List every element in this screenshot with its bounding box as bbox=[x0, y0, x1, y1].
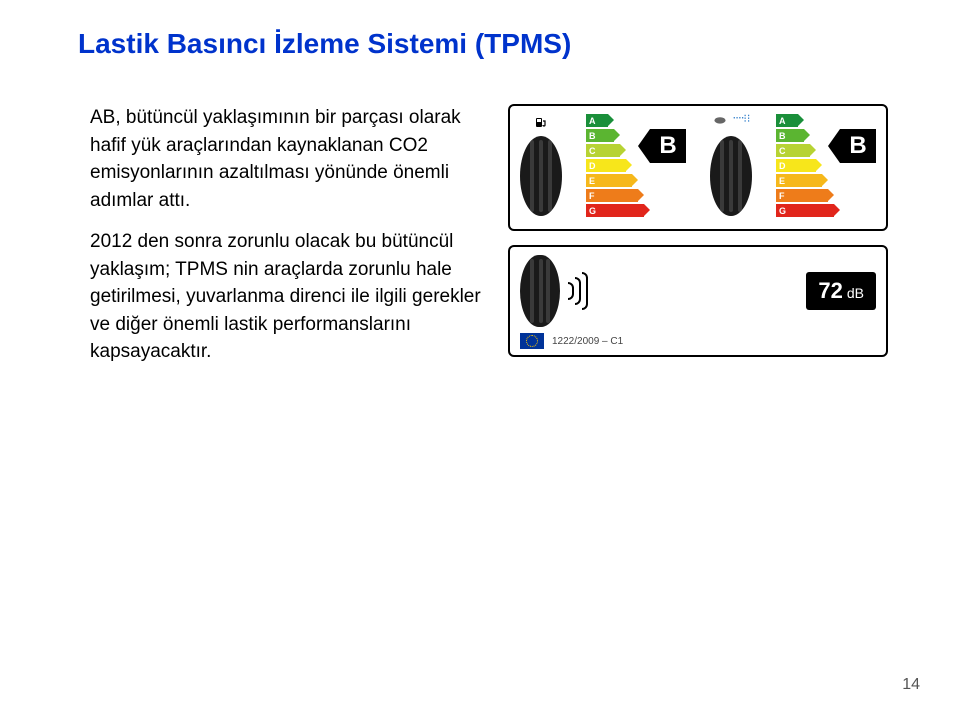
tire-icon bbox=[520, 136, 562, 216]
scale-bar: A bbox=[776, 114, 834, 127]
scale-letter: C bbox=[776, 144, 810, 157]
eu-tyre-label: ABCDEFG B ᠁⁝⁝ bbox=[508, 104, 888, 357]
scale-letter: E bbox=[586, 174, 632, 187]
scale-bar: F bbox=[776, 189, 834, 202]
fuel-pump-icon bbox=[533, 114, 549, 130]
noise-db-value: 72 dB bbox=[806, 272, 876, 310]
scale-letter: E bbox=[776, 174, 822, 187]
wet-grip-column: ᠁⁝⁝ bbox=[710, 114, 752, 216]
scale-letter: A bbox=[586, 114, 608, 127]
noise-graphic bbox=[520, 255, 588, 327]
efficiency-box: ABCDEFG B ᠁⁝⁝ bbox=[508, 104, 888, 231]
paragraph-1: AB, bütüncül yaklaşımının bir parçası ol… bbox=[90, 104, 490, 214]
tire-wet-icon bbox=[710, 136, 752, 216]
content-row: AB, bütüncül yaklaşımının bir parçası ol… bbox=[90, 104, 912, 380]
fuel-scale-block: ABCDEFG B bbox=[586, 114, 686, 217]
sound-waves-icon bbox=[568, 272, 588, 310]
scale-letter: F bbox=[776, 189, 828, 202]
scale-bar: B bbox=[776, 129, 834, 142]
scale-letter: D bbox=[586, 159, 626, 172]
noise-box: 72 dB 1222/2009 – C1 bbox=[508, 245, 888, 357]
scale-bar: F bbox=[586, 189, 644, 202]
wet-scale-block: ABCDEFG B bbox=[776, 114, 876, 217]
scale-letter: G bbox=[586, 204, 644, 217]
noise-number: 72 bbox=[818, 278, 842, 304]
scale-bar: E bbox=[776, 174, 834, 187]
body-text: AB, bütüncül yaklaşımının bir parçası ol… bbox=[90, 104, 490, 380]
scale-letter: B bbox=[776, 129, 804, 142]
tire-noise-icon bbox=[520, 255, 560, 327]
scale-bar: G bbox=[586, 204, 644, 217]
noise-unit: dB bbox=[847, 285, 864, 301]
regulation-row: 1222/2009 – C1 bbox=[520, 333, 876, 349]
paragraph-2: 2012 den sonra zorunlu olacak bu bütüncü… bbox=[90, 228, 490, 366]
scale-bar: D bbox=[586, 159, 644, 172]
scale-letter: B bbox=[586, 129, 614, 142]
regulation-text: 1222/2009 – C1 bbox=[552, 336, 623, 347]
scale-bar: D bbox=[776, 159, 834, 172]
scale-letter: A bbox=[776, 114, 798, 127]
scale-bar: A bbox=[586, 114, 644, 127]
scale-bar: E bbox=[586, 174, 644, 187]
scale-letter: G bbox=[776, 204, 834, 217]
scale-bar: B bbox=[586, 129, 644, 142]
page-number: 14 bbox=[902, 676, 920, 694]
fuel-icon-strip bbox=[533, 114, 549, 130]
scale-bar: C bbox=[776, 144, 834, 157]
scale-letter: F bbox=[586, 189, 638, 202]
rain-cloud-icon bbox=[712, 114, 728, 130]
scale-letter: D bbox=[776, 159, 816, 172]
fuel-grade-value: B bbox=[650, 129, 686, 163]
page-title: Lastik Basıncı İzleme Sistemi (TPMS) bbox=[78, 28, 912, 60]
wet-grade-value: B bbox=[840, 129, 876, 163]
scale-bar: G bbox=[776, 204, 834, 217]
rain-drops-icon: ᠁⁝⁝ bbox=[731, 114, 751, 130]
eu-flag-icon bbox=[520, 333, 544, 349]
rain-icon-strip: ᠁⁝⁝ bbox=[712, 114, 751, 130]
fuel-efficiency-column bbox=[520, 114, 562, 216]
wet-scale: ABCDEFG bbox=[776, 114, 834, 217]
scale-letter: C bbox=[586, 144, 620, 157]
scale-bar: C bbox=[586, 144, 644, 157]
fuel-scale: ABCDEFG bbox=[586, 114, 644, 217]
